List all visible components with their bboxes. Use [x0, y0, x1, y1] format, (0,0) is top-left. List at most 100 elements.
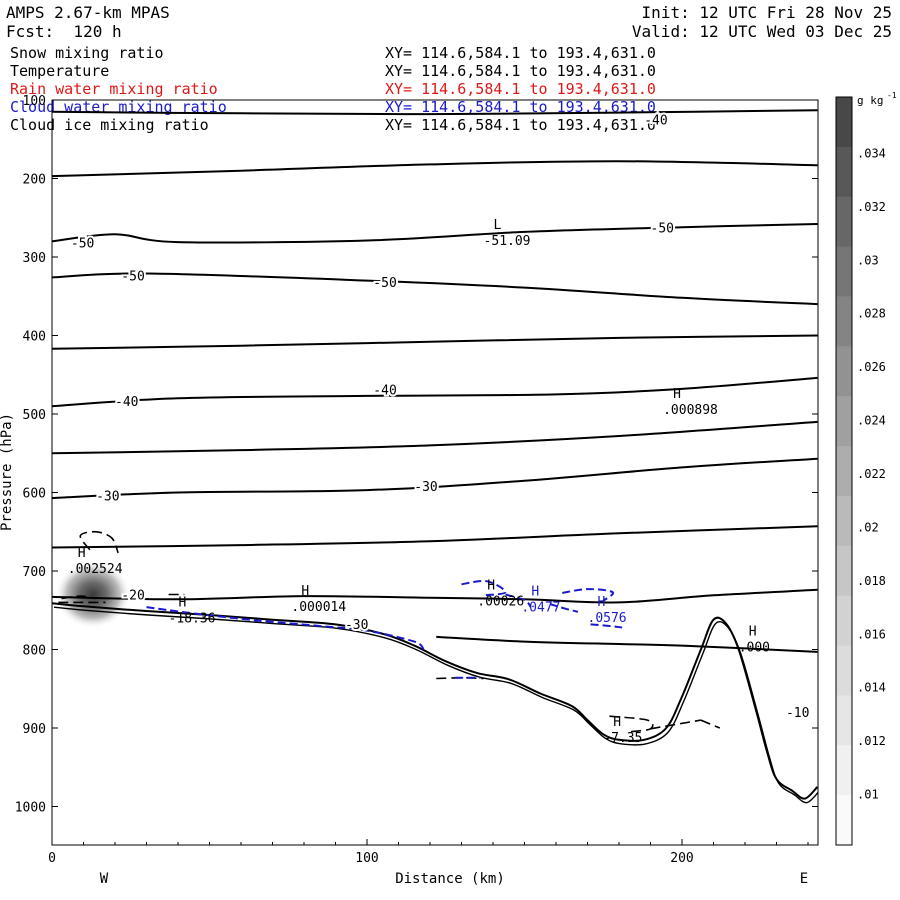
isotherm-6 [52, 420, 818, 455]
isotherm-4 [52, 334, 818, 350]
colorbar-tick-label: .02 [857, 520, 879, 534]
extremum-value: .002524 [68, 562, 123, 577]
colorbar-tick-label: .032 [857, 200, 886, 214]
colorbar-swatch [836, 396, 852, 447]
snow-contour-5 [650, 719, 702, 730]
field-name-cloud-water: Cloud water mixing ratio [10, 98, 227, 116]
y-tick-label: 600 [23, 487, 46, 502]
isotherm-9 [52, 588, 818, 604]
extremum-kind: H [531, 585, 539, 600]
snow-contour-7 [436, 676, 484, 680]
y-axis-label: Pressure (hPa) [0, 413, 15, 531]
y-tick-label: 1000 [15, 801, 46, 816]
y-tick-label: 200 [23, 173, 46, 188]
extremum-value: .000898 [663, 403, 718, 418]
colorbar-tick-label: .012 [857, 734, 886, 748]
cloud-water-contour-6 [590, 623, 623, 629]
y-tick-label: 400 [23, 330, 46, 345]
cloud-water-contour-5 [562, 588, 615, 602]
colorbar-swatch [836, 296, 852, 347]
x-tick-label: 100 [355, 851, 378, 866]
terrain-line [52, 602, 818, 800]
field-name-temperature: Temperature [10, 62, 110, 80]
extremum-7: H.0576 [588, 595, 627, 626]
isotherm-label-1: -50 [71, 237, 94, 252]
isotherm-label-6: -40 [373, 383, 396, 398]
isotherm-label-8: -30 [414, 480, 437, 495]
isotherm-8 [52, 525, 818, 549]
colorbar-tick-label: .034 [857, 146, 886, 160]
cloud-water-contour-3 [505, 593, 532, 608]
colorbar-units: g kg [857, 94, 884, 107]
field-xy-temperature: XY= 114.6,584.1 to 193.4,631.0 [385, 62, 656, 80]
y-tick-label: 300 [23, 251, 46, 266]
extremum-kind: H [179, 596, 187, 611]
colorbar-swatch [836, 346, 852, 397]
colorbar-swatch [836, 196, 852, 248]
x-axis-label: Distance (km) [395, 871, 505, 887]
isotherm-label-9: -20 [121, 588, 144, 603]
y-tick-label: 900 [23, 722, 46, 737]
west-label: W [100, 871, 109, 887]
extremum-kind: H [598, 595, 606, 610]
y-tick-label: 500 [23, 408, 46, 423]
isotherm-label-5: -40 [115, 395, 138, 410]
east-label: E [800, 871, 808, 887]
colorbar-swatch [836, 495, 852, 547]
snow-contour-4 [609, 715, 654, 733]
extremum-1: H.000898 [663, 387, 718, 418]
field-xy-snow: XY= 114.6,584.1 to 193.4,631.0 [385, 44, 656, 62]
snow-contour-1 [61, 595, 97, 600]
isotherm-label-11: -10 [786, 706, 809, 721]
extremum-value: -7.35 [603, 731, 642, 746]
colorbar-swatch [836, 745, 852, 796]
colorbar-tick-label: .03 [857, 253, 879, 267]
snow-contour-0 [79, 530, 119, 554]
colorbar-swatch [836, 246, 852, 297]
isotherm-label-10: -30 [345, 618, 368, 633]
extremum-kind: H [301, 584, 309, 599]
colorbar-swatch [836, 97, 852, 148]
cloud-water-contour-2 [461, 579, 507, 597]
snow-contour-6 [700, 719, 721, 729]
extremum-value: -51.09 [484, 234, 531, 249]
isotherm-label-3: -50 [121, 270, 144, 285]
colorbar-tick-label: .022 [857, 467, 886, 481]
isotherm-label-7: -30 [96, 489, 119, 504]
x-tick-label: 200 [670, 851, 693, 866]
extremum-kind: H [613, 715, 621, 730]
snow-mixing-shade [54, 560, 131, 629]
colorbar-tick-label: .018 [857, 574, 886, 588]
extremum-3: H-18.36 [169, 596, 216, 627]
isotherm-5 [52, 376, 818, 408]
forecast-hour: Fcst: 120 h [6, 22, 122, 41]
field-xy-cloud-ice: XY= 114.6,584.1 to 193.4,631.0 [385, 116, 656, 134]
isotherm-10 [436, 635, 818, 653]
extremum-9: H-7.35 [603, 715, 642, 746]
x-tick-label: 0 [48, 851, 56, 866]
isotherm-3 [52, 272, 818, 306]
extremum-kind: H [749, 625, 757, 640]
extremum-kind: H [673, 387, 681, 402]
extremum-4: H.000014 [291, 584, 346, 615]
colorbar-units-exponent: -1 [887, 91, 897, 100]
extremum-0: L-51.09 [484, 218, 531, 249]
extremum-kind: L [494, 218, 502, 233]
valid-time: Valid: 12 UTC Wed 03 Dec 25 [631, 22, 892, 41]
extremum-6: H.0477 [521, 585, 560, 616]
colorbar-tick-label: .016 [857, 627, 886, 641]
colorbar-tick-label: .024 [857, 414, 886, 428]
colorbar-tick-label: .028 [857, 307, 886, 321]
extremum-2: H.002524 [68, 546, 123, 577]
isotherm-label-4: -50 [373, 276, 396, 291]
colorbar-frame [835, 96, 853, 846]
cloud-water-contour-4 [549, 603, 579, 613]
plot-frame [51, 99, 819, 846]
colorbar-swatch [836, 595, 852, 647]
field-name-snow: Snow mixing ratio [10, 44, 164, 62]
isotherm-label-2: -50 [651, 222, 674, 237]
model-title: AMPS 2.67-km MPAS [6, 3, 170, 22]
cloud-water-contour-0 [146, 606, 425, 651]
terrain-line-inner [53, 606, 818, 804]
